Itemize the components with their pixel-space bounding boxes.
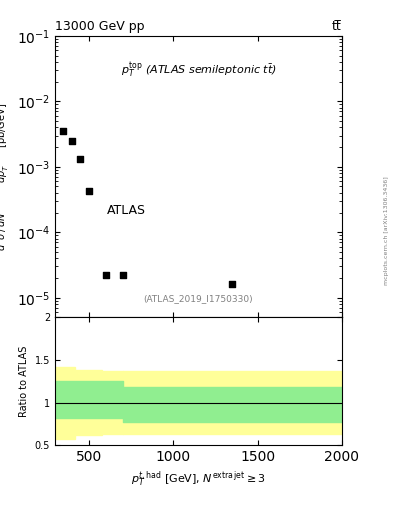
Point xyxy=(60,127,66,135)
Text: $p_T^{\rm top}$ (ATLAS semileptonic $t\bar{t}$): $p_T^{\rm top}$ (ATLAS semileptonic $t\b… xyxy=(121,60,276,79)
X-axis label: $p_T^{t,\rm had}$ [GeV], $N^{\rm extra\,jet} \geq 3$: $p_T^{t,\rm had}$ [GeV], $N^{\rm extra\,… xyxy=(131,470,266,490)
Text: tt̅: tt̅ xyxy=(332,20,342,33)
Y-axis label: $d^2\sigma\,/\,dN^{\rm extra\,jet}\,dp_T^{t,\rm had}$ [pb/GeV]: $d^2\sigma\,/\,dN^{\rm extra\,jet}\,dp_T… xyxy=(0,102,11,251)
Point xyxy=(86,187,92,196)
Y-axis label: Ratio to ATLAS: Ratio to ATLAS xyxy=(19,346,29,417)
Text: (ATLAS_2019_I1750330): (ATLAS_2019_I1750330) xyxy=(144,294,253,303)
Point xyxy=(229,280,235,288)
Point xyxy=(69,137,75,145)
Text: 13000 GeV pp: 13000 GeV pp xyxy=(55,20,145,33)
Polygon shape xyxy=(55,367,123,439)
Text: ATLAS: ATLAS xyxy=(107,204,146,217)
Point xyxy=(77,155,83,163)
Text: mcplots.cern.ch [arXiv:1306.3436]: mcplots.cern.ch [arXiv:1306.3436] xyxy=(384,176,389,285)
Point xyxy=(119,271,126,280)
Point xyxy=(103,271,109,280)
